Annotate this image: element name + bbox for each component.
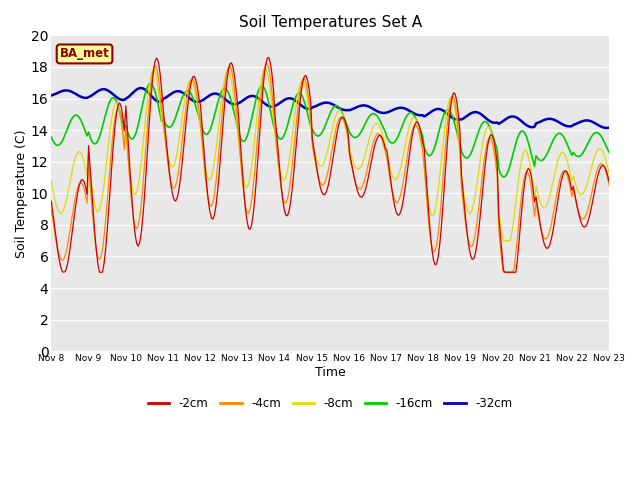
Y-axis label: Soil Temperature (C): Soil Temperature (C) bbox=[15, 129, 28, 257]
Text: BA_met: BA_met bbox=[60, 48, 109, 60]
Legend: -2cm, -4cm, -8cm, -16cm, -32cm: -2cm, -4cm, -8cm, -16cm, -32cm bbox=[143, 392, 517, 415]
X-axis label: Time: Time bbox=[315, 366, 346, 379]
Title: Soil Temperatures Set A: Soil Temperatures Set A bbox=[239, 15, 422, 30]
